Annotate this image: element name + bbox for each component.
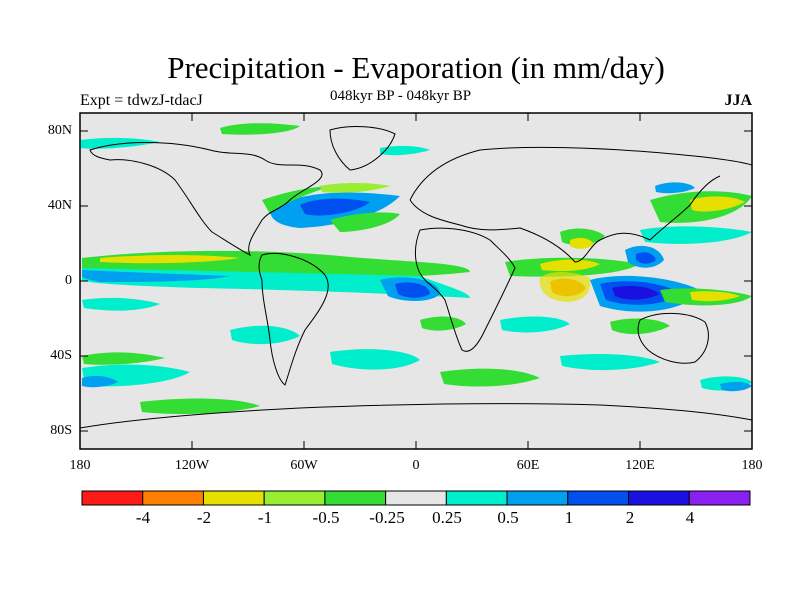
anomaly-yellow	[100, 255, 240, 264]
anomaly-blue	[82, 270, 230, 282]
colorbar-swatch	[142, 490, 204, 506]
lat-label-0: 0	[65, 273, 72, 288]
coast-australia	[637, 312, 709, 364]
anomaly-green	[610, 318, 670, 335]
anomaly-yellow	[540, 259, 600, 272]
lon-label-60e: 60E	[516, 458, 540, 473]
coast-africa	[414, 227, 516, 352]
anomaly-cyan	[80, 137, 160, 149]
experiment-label: Expt = tdwzJ-tdacJ	[80, 92, 203, 109]
field-anomalies	[80, 123, 752, 414]
lon-label-60w: 60W	[290, 458, 318, 473]
anomaly-cyan	[230, 325, 300, 345]
colorbar-label: 2	[625, 508, 635, 527]
anomaly-darkblue	[395, 282, 430, 298]
colorbar	[81, 490, 751, 506]
anomaly-cyan	[82, 297, 160, 311]
anomaly-yellow	[690, 196, 745, 212]
anomaly-cyan	[330, 349, 420, 370]
anomaly-green	[440, 368, 540, 387]
colorbar-swatch	[506, 490, 569, 506]
anomaly-darkblue	[300, 198, 370, 216]
lon-label-120e: 120E	[625, 458, 655, 473]
colorbar-swatch	[202, 490, 265, 506]
anomaly-green	[330, 212, 400, 232]
anomaly-yellow	[690, 291, 740, 302]
anomaly-blue	[720, 381, 752, 392]
coast-greenland	[329, 126, 396, 171]
anomaly-yellow	[570, 237, 594, 249]
anomaly-deepblue	[612, 286, 660, 300]
anomaly-green	[320, 183, 390, 193]
colorbar-swatch	[81, 490, 144, 506]
colorbar-swatch	[445, 490, 508, 506]
coast-antarctica	[79, 403, 753, 429]
anomaly-cyan	[640, 226, 752, 244]
season-label: JJA	[724, 92, 752, 109]
anomaly-yellow	[539, 272, 591, 302]
colorbar-label: -0.25	[369, 508, 405, 527]
lon-label-120w: 120W	[174, 458, 210, 473]
anomaly-cyan	[560, 354, 660, 371]
anomaly-darkblue	[636, 252, 656, 264]
colorbar-swatch	[628, 490, 690, 506]
axis-ticks	[80, 113, 752, 449]
coastlines	[79, 126, 753, 429]
anomaly-blue	[82, 375, 118, 388]
colorbar-swatch	[324, 490, 387, 506]
colorbar-label: 1	[564, 508, 574, 527]
colorbar-swatch	[567, 490, 630, 506]
anomaly-green	[220, 123, 300, 135]
anomaly-green	[420, 316, 466, 331]
colorbar-label: 0.25	[432, 508, 462, 527]
colorbar-label: -2	[196, 508, 212, 527]
lon-label-0: 0	[412, 458, 420, 473]
anomaly-cyan	[380, 145, 430, 156]
lat-label-40n: 40N	[47, 198, 72, 213]
colorbar-label: 0.5	[497, 508, 519, 527]
anomaly-green	[262, 186, 330, 214]
map-subtitle: 048kyr BP - 048kyr BP	[330, 88, 472, 104]
coast-north-america	[89, 142, 323, 257]
colorbar-swatch	[263, 490, 326, 506]
colorbar-label: -0.5	[312, 508, 340, 527]
lon-label-180e: 180	[741, 458, 763, 473]
colorbar-label: 4	[685, 508, 695, 527]
anomaly-cyan	[500, 316, 570, 333]
anomaly-blue	[655, 182, 695, 194]
lon-label-180w: 180	[69, 458, 91, 473]
lat-label-80s: 80S	[50, 423, 72, 438]
lat-label-80n: 80N	[47, 123, 72, 138]
map-title: Precipitation - Evaporation (in mm/day)	[167, 50, 665, 85]
anomaly-green	[82, 352, 165, 365]
colorbar-label: -4	[135, 508, 151, 527]
anomaly-green	[140, 398, 260, 414]
coast-south-america	[258, 253, 329, 386]
colorbar-swatch	[385, 490, 447, 506]
coast-europe-asia	[409, 146, 753, 263]
colorbar-swatch	[688, 490, 751, 506]
colorbar-label: -1	[257, 508, 273, 527]
lat-label-40s: 40S	[50, 348, 72, 363]
